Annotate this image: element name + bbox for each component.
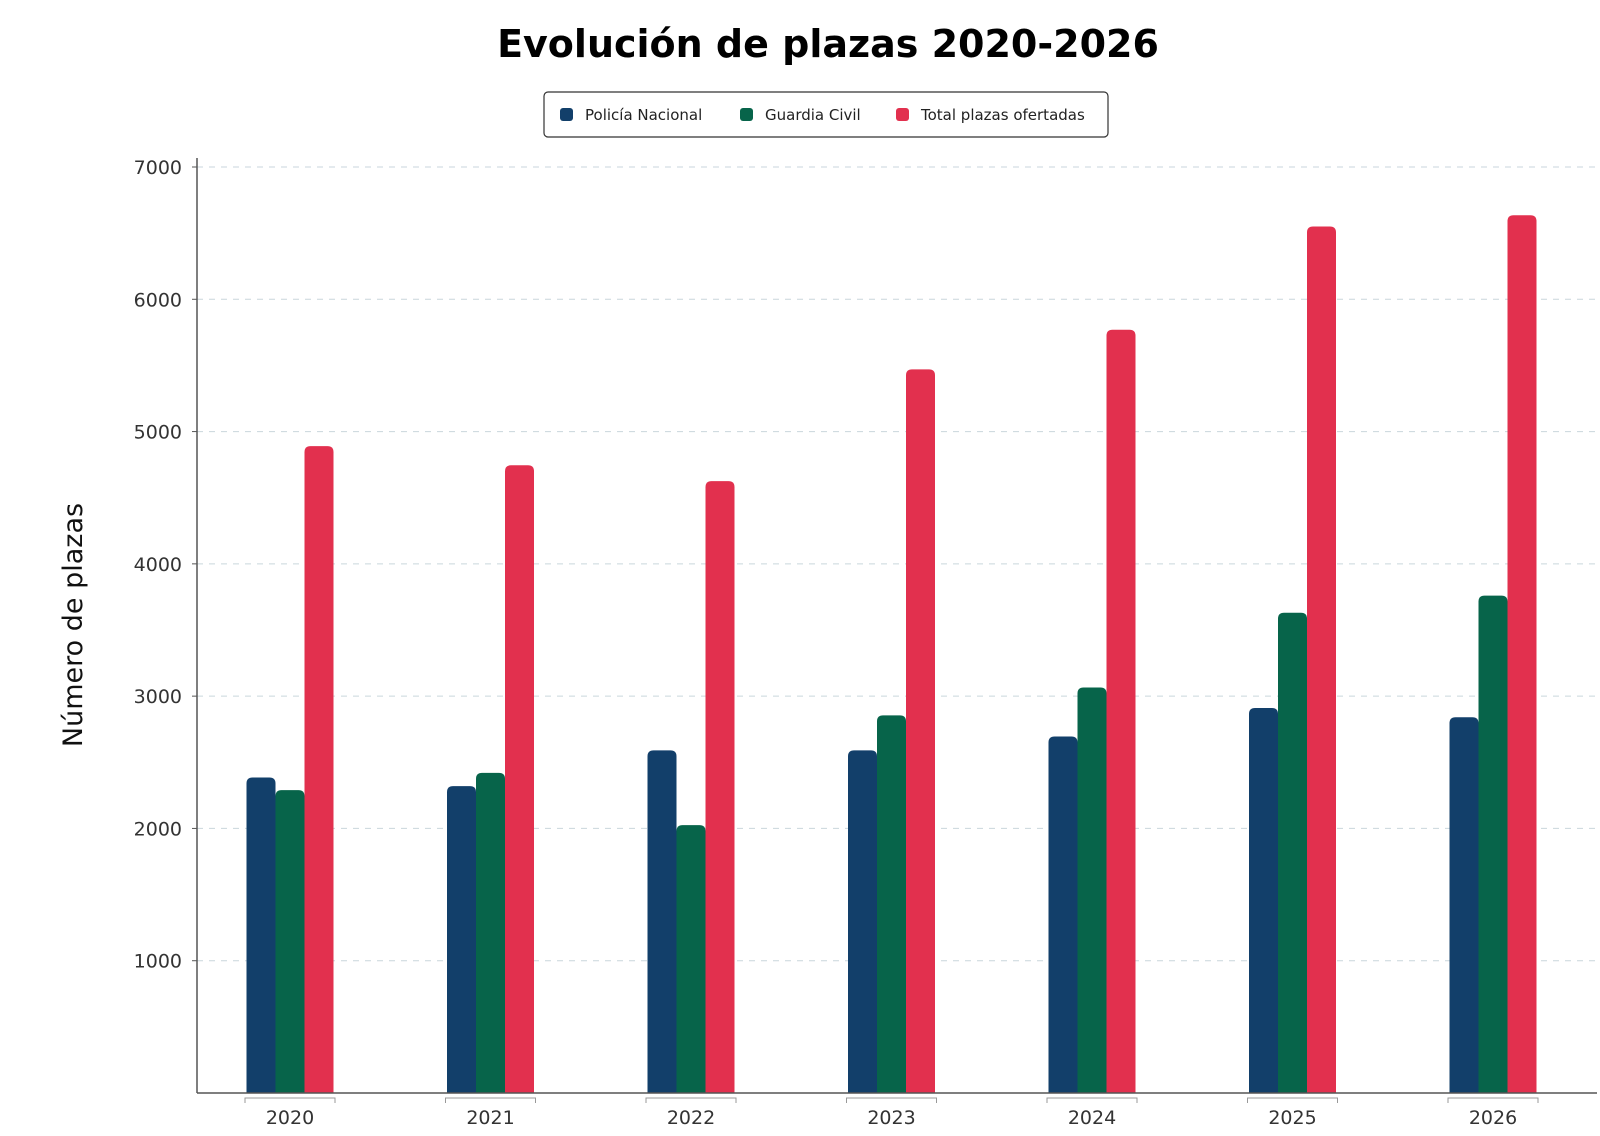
bar-guardia-civil-2021 [476, 772, 505, 1093]
bars [246, 215, 1537, 1093]
x-bracket [645, 1097, 737, 1103]
bar-total-plazas-ofertadas-2021 [505, 465, 534, 1093]
y-tick-label: 6000 [134, 289, 182, 311]
axes [196, 158, 1597, 1094]
y-tick-label: 1000 [134, 951, 182, 973]
bar-polic-a-nacional-2022 [647, 750, 677, 1093]
legend-label: Policía Nacional [585, 106, 702, 124]
x-tick-label: 2024 [1068, 1107, 1116, 1129]
bar-total-plazas-ofertadas-2024 [1106, 329, 1136, 1093]
legend-label: Guardia Civil [765, 106, 861, 124]
legend-swatch [560, 108, 573, 121]
x-bracket [244, 1097, 336, 1103]
x-tick-label: 2020 [266, 1107, 314, 1129]
x-tick-label: 2022 [667, 1107, 715, 1129]
bar-polic-a-nacional-2020 [246, 777, 276, 1093]
x-bracket [1447, 1097, 1539, 1103]
bar-total-plazas-ofertadas-2020 [304, 446, 334, 1093]
bar-guardia-civil-2022 [676, 825, 706, 1093]
bar-polic-a-nacional-2026 [1449, 717, 1479, 1093]
bar-polic-a-nacional-2025 [1249, 708, 1278, 1093]
y-tick-label: 3000 [134, 686, 182, 708]
bar-guardia-civil-2026 [1478, 595, 1508, 1093]
chart-title: Evolución de plazas 2020-2026 [497, 22, 1159, 66]
x-bracket [445, 1097, 536, 1103]
bar-guardia-civil-2024 [1077, 687, 1107, 1093]
y-tick-label: 2000 [134, 818, 182, 840]
bar-total-plazas-ofertadas-2025 [1307, 226, 1336, 1093]
bar-total-plazas-ofertadas-2026 [1507, 215, 1537, 1093]
y-ticks: 1000 2000 3000 4000 5000 6000 7000 [134, 157, 197, 973]
y-axis-label: Número de plazas [58, 503, 89, 747]
bar-polic-a-nacional-2021 [447, 786, 476, 1093]
x-ticks: 2020 2021 2022 2023 2024 2025 2026 [244, 1097, 1539, 1129]
bar-guardia-civil-2020 [275, 790, 305, 1093]
legend-label: Total plazas ofertadas [920, 106, 1085, 124]
y-tick-label: 5000 [134, 422, 182, 444]
bar-polic-a-nacional-2024 [1048, 736, 1078, 1093]
x-bracket [1046, 1097, 1138, 1103]
y-tick-label: 7000 [134, 157, 182, 179]
x-tick-label: 2023 [867, 1107, 915, 1129]
y-tick-label: 4000 [134, 554, 182, 576]
bar-polic-a-nacional-2023 [848, 750, 877, 1093]
bar-guardia-civil-2023 [877, 715, 906, 1093]
legend-swatch [896, 108, 909, 121]
bar-guardia-civil-2025 [1278, 612, 1307, 1093]
legend-swatch [740, 108, 753, 121]
x-tick-label: 2025 [1268, 1107, 1316, 1129]
x-bracket [846, 1097, 937, 1103]
x-bracket [1247, 1097, 1338, 1103]
x-tick-label: 2026 [1469, 1107, 1517, 1129]
x-tick-label: 2021 [466, 1107, 514, 1129]
bar-total-plazas-ofertadas-2022 [705, 481, 735, 1093]
bar-total-plazas-ofertadas-2023 [906, 369, 935, 1093]
legend: Policía Nacional Guardia Civil Total plaza… [543, 91, 1109, 138]
legend-box [543, 91, 1109, 138]
